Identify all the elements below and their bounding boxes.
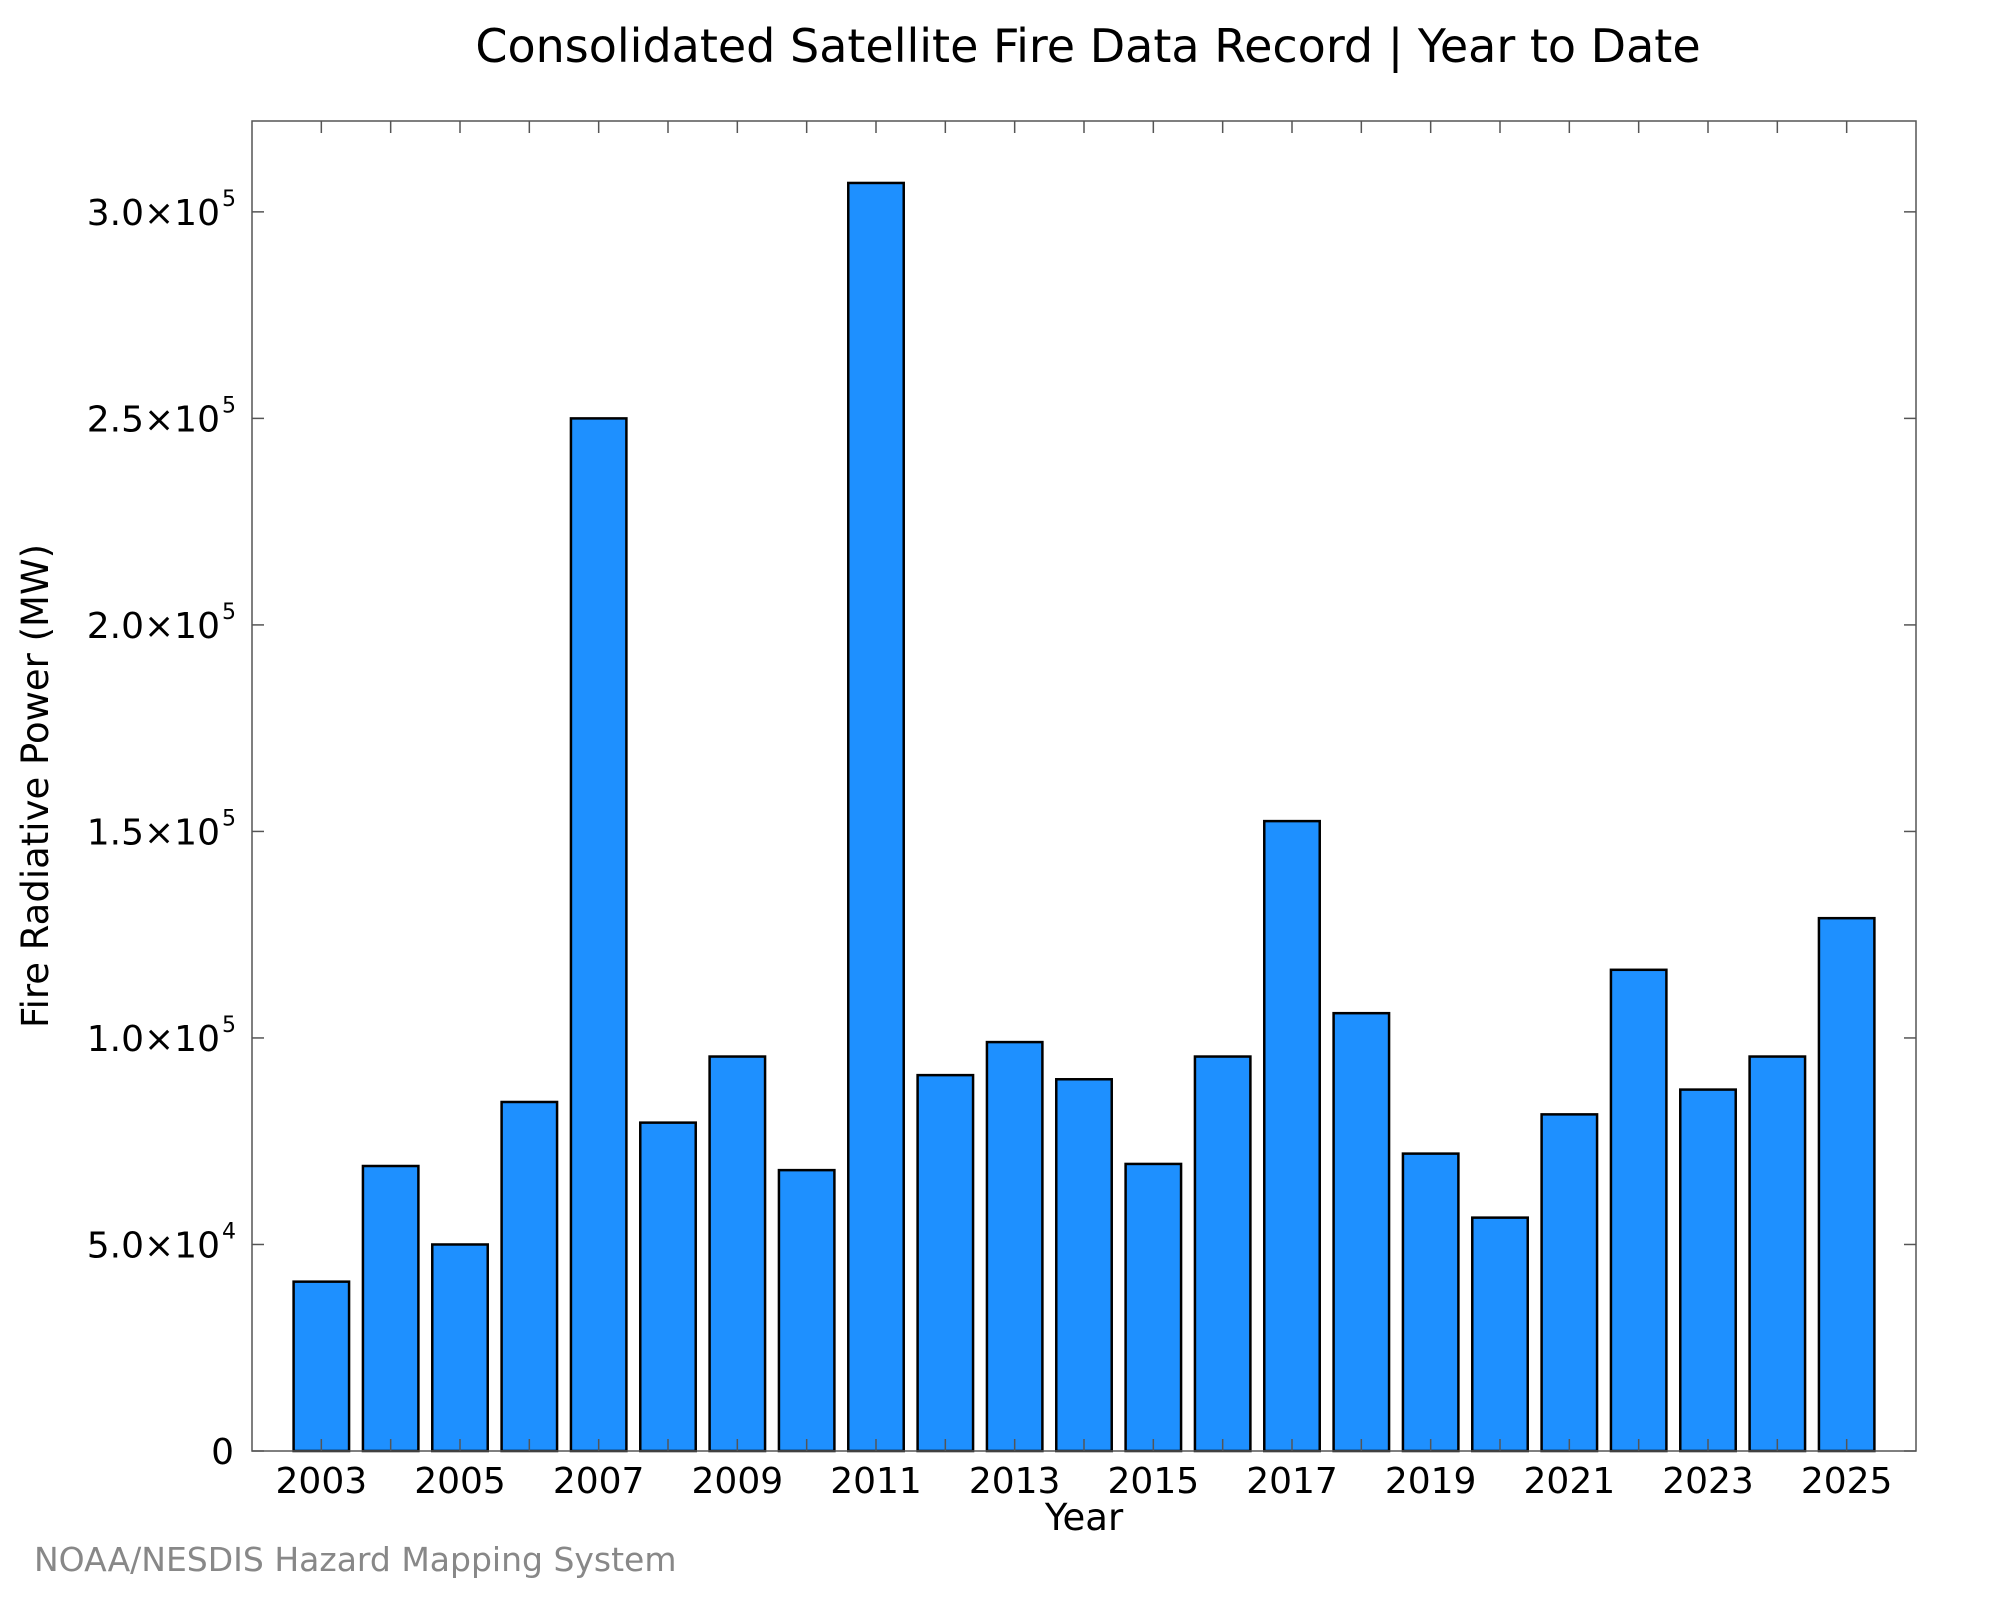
chart-title: Consolidated Satellite Fire Data Record … xyxy=(475,19,1700,74)
y-tick-label: 2.0×10 xyxy=(87,606,220,647)
source-credit: NOAA/NESDIS Hazard Mapping System xyxy=(34,1540,677,1579)
bar-2008 xyxy=(639,1121,697,1453)
bar-2006 xyxy=(500,1100,559,1453)
bar-2010 xyxy=(777,1168,836,1453)
x-tick-label: 2011 xyxy=(830,1461,922,1502)
y-tick-label: 1.0×10 xyxy=(87,1019,220,1060)
y-tick-exponent: 5 xyxy=(222,393,236,418)
bars-group xyxy=(292,181,1876,1453)
y-tick-label: 5.0×10 xyxy=(87,1225,220,1266)
y-tick-label: 0 xyxy=(211,1432,234,1473)
bar-2022 xyxy=(1609,968,1668,1453)
x-tick-label: 2017 xyxy=(1246,1461,1338,1502)
bar-2023 xyxy=(1679,1088,1737,1453)
y-axis: 05.0×10 41.0×10 51.5×10 52.0×10 52.5×10 53.0×… xyxy=(87,187,1916,1473)
y-tick-label: 1.5×10 xyxy=(87,812,220,853)
x-axis: 2003 2005 2007 2009 2011 2013 2015 2017 2019 2021… xyxy=(276,121,1893,1502)
bar-2017 xyxy=(1263,819,1321,1453)
bar-2025 xyxy=(1817,916,1876,1453)
x-tick-label: 2005 xyxy=(414,1461,506,1502)
bar-2007 xyxy=(569,417,628,1453)
y-tick-exponent: 5 xyxy=(222,187,236,212)
bar-2003 xyxy=(292,1280,351,1453)
bar-2016 xyxy=(1193,1055,1252,1453)
y-axis-label: Fire Radiative Power (MW) xyxy=(14,544,57,1028)
bar-2005 xyxy=(431,1243,489,1453)
y-tick-label: 3.0×10 xyxy=(87,193,220,234)
y-tick-exponent: 5 xyxy=(222,600,236,625)
x-tick-label: 2003 xyxy=(276,1461,368,1502)
bar-2004 xyxy=(361,1164,420,1453)
y-tick-label: 2.5×10 xyxy=(87,399,220,440)
bar-2018 xyxy=(1332,1011,1391,1453)
bar-2021 xyxy=(1540,1113,1599,1453)
y-tick-exponent: 5 xyxy=(222,1013,236,1038)
bar-2015 xyxy=(1124,1162,1183,1453)
x-tick-label: 2013 xyxy=(969,1461,1061,1502)
x-tick-label: 2019 xyxy=(1385,1461,1477,1502)
x-tick-label: 2009 xyxy=(692,1461,784,1502)
bar-2013 xyxy=(985,1040,1044,1453)
bar-2014 xyxy=(1055,1078,1113,1453)
x-tick-label: 2023 xyxy=(1662,1461,1754,1502)
y-tick-exponent: 5 xyxy=(222,806,236,831)
x-tick-label: 2007 xyxy=(553,1461,645,1502)
bar-2020 xyxy=(1471,1216,1529,1453)
y-tick-exponent: 4 xyxy=(222,1219,236,1244)
bar-2024 xyxy=(1748,1055,1807,1453)
x-tick-label: 2025 xyxy=(1801,1461,1893,1502)
bar-2019 xyxy=(1401,1152,1460,1453)
x-axis-label: Year xyxy=(1044,1496,1124,1539)
bar-2009 xyxy=(708,1055,767,1453)
bar-2011 xyxy=(847,181,905,1453)
bar-2012 xyxy=(916,1073,975,1453)
x-tick-label: 2021 xyxy=(1524,1461,1616,1502)
x-tick-label: 2015 xyxy=(1108,1461,1200,1502)
